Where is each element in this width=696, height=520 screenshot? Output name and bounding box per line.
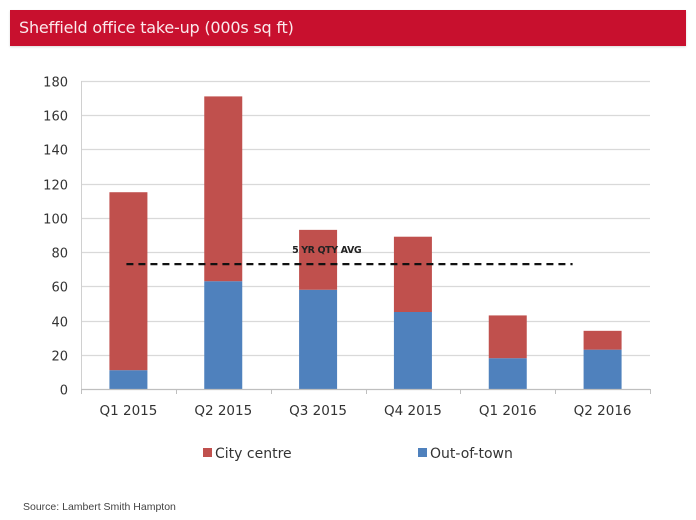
bar-city-centre: [583, 330, 622, 350]
x-tick-label: Q2 2016: [574, 403, 632, 419]
bar-city-centre: [204, 96, 243, 282]
y-tick-label: 160: [43, 110, 68, 125]
title-bar: Sheffield office take-up (000s sq ft): [10, 10, 686, 46]
legend: City centre Out-of-town: [203, 446, 513, 462]
legend-label: City centre: [215, 446, 292, 462]
source-note: Source: Lambert Smith Hampton: [23, 501, 176, 513]
bar-out-of-town: [204, 281, 243, 389]
bars: [109, 96, 622, 389]
bar-city-centre: [488, 315, 527, 359]
bar-out-of-town: [299, 289, 338, 389]
chart-title: Sheffield office take-up (000s sq ft): [19, 18, 294, 37]
average-line-group: 5 YR QTY AVG: [126, 245, 573, 266]
gridlines: [81, 80, 650, 389]
bar-out-of-town: [393, 312, 432, 389]
y-tick-label: 40: [51, 316, 68, 331]
bar-out-of-town: [488, 358, 527, 389]
bar-city-centre: [393, 236, 432, 312]
y-axis-ticks: 0 20 40 60 80 100 120 140 160 180: [43, 76, 68, 399]
x-tick-label: Q1 2015: [99, 403, 157, 419]
bar-city-centre: [109, 192, 148, 371]
legend-swatch-out-of-town: [418, 448, 427, 457]
legend-label: Out-of-town: [430, 446, 513, 462]
x-tick-label: Q4 2015: [384, 403, 442, 419]
y-tick-label: 20: [51, 350, 68, 365]
y-tick-label: 120: [43, 179, 68, 194]
y-tick-label: 180: [43, 76, 68, 91]
y-tick-label: 80: [51, 247, 68, 262]
y-tick-label: 0: [60, 384, 68, 399]
bar-out-of-town: [583, 349, 622, 389]
x-tick-label: Q2 2015: [194, 403, 252, 419]
y-tick-label: 140: [43, 144, 68, 159]
bar-out-of-town: [109, 370, 148, 389]
y-tick-label: 100: [43, 213, 68, 228]
x-tick-label: Q3 2015: [289, 403, 347, 419]
y-tick-label: 60: [51, 281, 68, 296]
legend-swatch-city-centre: [203, 448, 212, 457]
x-axis: Q1 2015 Q2 2015 Q3 2015 Q4 2015 Q1 2016 Q2 20…: [81, 388, 651, 419]
bar-city-centre: [299, 229, 338, 290]
x-tick-label: Q1 2016: [479, 403, 537, 419]
average-line-label: 5 YR QTY AVG: [292, 245, 362, 256]
